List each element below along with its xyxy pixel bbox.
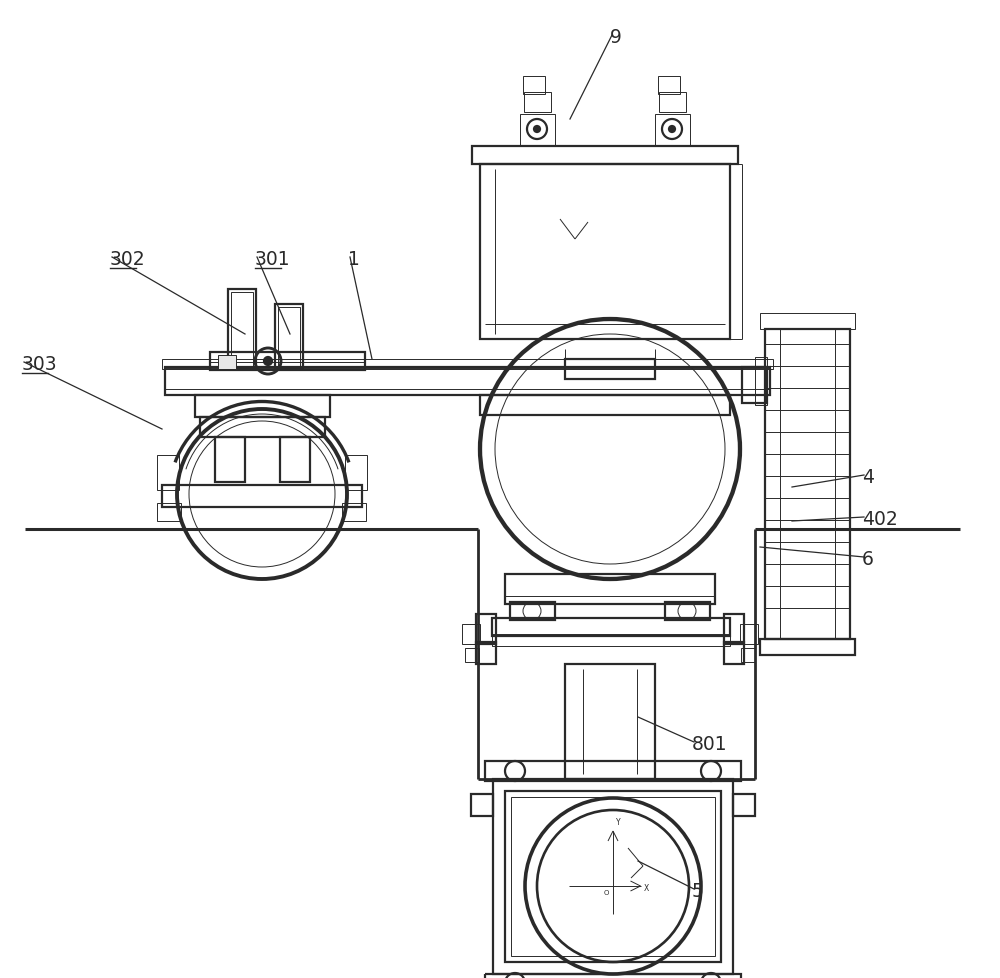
Bar <box>655 114 690 147</box>
Bar <box>342 504 366 521</box>
Bar <box>275 305 303 370</box>
Circle shape <box>534 127 540 133</box>
Bar <box>476 614 496 645</box>
Bar <box>520 114 555 147</box>
Bar <box>565 664 655 779</box>
Bar <box>215 437 245 482</box>
Text: 402: 402 <box>862 510 898 528</box>
Bar <box>724 614 744 645</box>
Bar <box>465 648 479 662</box>
Text: 801: 801 <box>692 734 728 753</box>
Text: 6: 6 <box>862 550 874 568</box>
Bar <box>724 643 744 664</box>
Bar <box>492 618 730 637</box>
Bar <box>565 360 655 379</box>
Bar <box>210 353 365 371</box>
Bar <box>741 648 755 662</box>
Text: 1: 1 <box>348 249 360 269</box>
Circle shape <box>264 358 272 366</box>
Bar <box>492 635 730 646</box>
Bar <box>760 640 855 655</box>
Bar <box>218 356 236 370</box>
Bar <box>462 624 480 645</box>
Bar <box>480 165 730 339</box>
Bar <box>760 314 855 330</box>
Text: O: O <box>604 889 609 895</box>
Circle shape <box>669 127 675 133</box>
Text: 301: 301 <box>255 249 291 269</box>
Bar <box>665 602 710 620</box>
Bar <box>524 93 551 112</box>
Bar <box>765 330 850 640</box>
Bar <box>278 308 300 368</box>
Bar <box>658 77 680 95</box>
Bar <box>480 395 730 416</box>
Bar <box>485 761 741 781</box>
Text: 9: 9 <box>610 28 622 47</box>
Text: 302: 302 <box>110 249 146 269</box>
Bar <box>472 147 738 165</box>
Bar <box>742 368 767 404</box>
Text: 5: 5 <box>692 881 704 900</box>
Bar <box>740 624 758 645</box>
Bar <box>280 437 310 482</box>
Bar <box>523 77 545 95</box>
Bar <box>162 360 773 370</box>
Bar <box>231 292 253 367</box>
Text: X: X <box>644 883 649 892</box>
Bar <box>195 395 330 418</box>
Bar <box>476 643 496 664</box>
Bar <box>511 797 715 956</box>
Bar <box>493 779 733 974</box>
Bar <box>765 330 780 640</box>
Bar <box>345 456 367 491</box>
Bar <box>165 368 770 395</box>
Bar <box>228 289 256 370</box>
Bar <box>755 358 767 406</box>
Bar <box>510 602 555 620</box>
Bar <box>733 794 755 817</box>
Bar <box>659 93 686 112</box>
Bar <box>157 456 179 491</box>
Bar <box>505 574 715 604</box>
Bar <box>505 791 721 962</box>
Text: Y: Y <box>616 818 621 826</box>
Bar <box>200 418 325 437</box>
Bar <box>162 485 362 508</box>
Bar <box>471 794 493 817</box>
Bar <box>157 504 181 521</box>
Text: 303: 303 <box>22 355 58 374</box>
Text: 4: 4 <box>862 467 874 486</box>
Bar <box>485 974 741 978</box>
Bar <box>835 330 850 640</box>
